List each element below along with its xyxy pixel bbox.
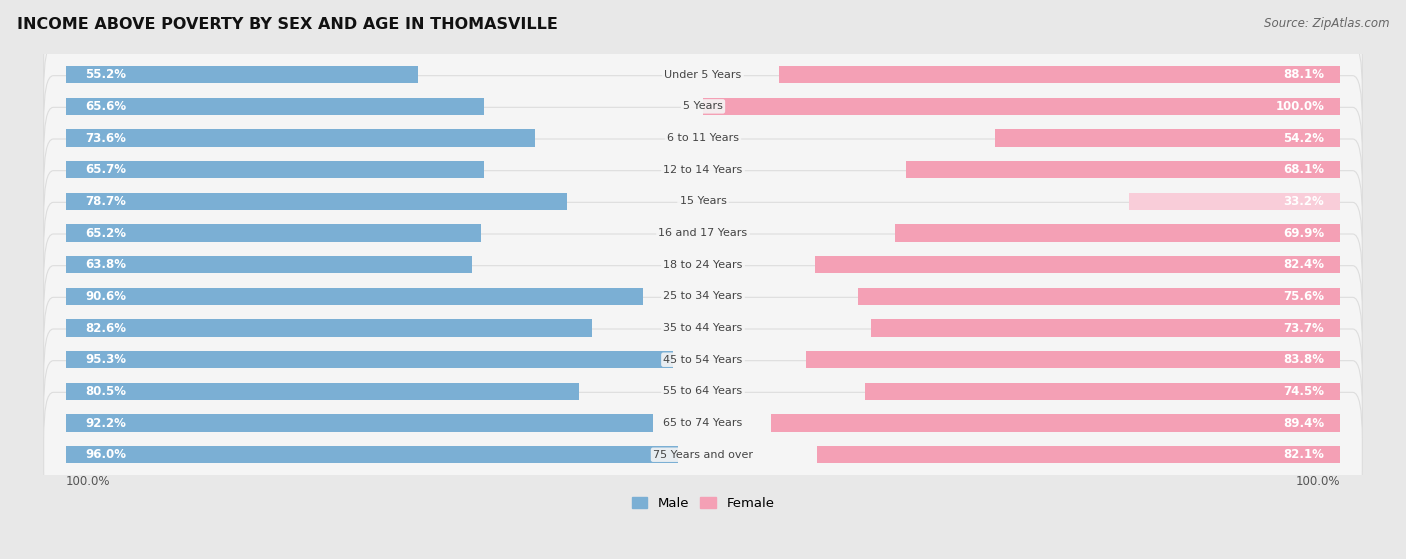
Text: 100.0%: 100.0% xyxy=(66,475,111,487)
Text: 18 to 24 Years: 18 to 24 Years xyxy=(664,260,742,269)
Bar xyxy=(66,129,534,147)
Bar xyxy=(66,98,484,115)
Bar xyxy=(703,98,1340,115)
Text: 15 Years: 15 Years xyxy=(679,196,727,206)
FancyBboxPatch shape xyxy=(44,139,1362,264)
Bar xyxy=(894,224,1340,241)
FancyBboxPatch shape xyxy=(44,12,1362,137)
FancyBboxPatch shape xyxy=(44,361,1362,485)
Bar xyxy=(1129,193,1340,210)
Text: 92.2%: 92.2% xyxy=(86,416,127,429)
Text: 100.0%: 100.0% xyxy=(1295,475,1340,487)
Text: 75.6%: 75.6% xyxy=(1284,290,1324,303)
Text: 12 to 14 Years: 12 to 14 Years xyxy=(664,165,742,175)
Text: 33.2%: 33.2% xyxy=(1284,195,1324,208)
Text: 80.5%: 80.5% xyxy=(86,385,127,398)
Text: 65.7%: 65.7% xyxy=(86,163,127,176)
Text: 55.2%: 55.2% xyxy=(86,68,127,81)
FancyBboxPatch shape xyxy=(44,202,1362,327)
FancyBboxPatch shape xyxy=(44,75,1362,201)
Bar xyxy=(66,161,485,178)
FancyBboxPatch shape xyxy=(44,234,1362,359)
Bar xyxy=(66,224,481,241)
Text: 63.8%: 63.8% xyxy=(86,258,127,271)
FancyBboxPatch shape xyxy=(44,266,1362,390)
Legend: Male, Female: Male, Female xyxy=(626,491,780,515)
Bar xyxy=(806,351,1340,368)
Text: 90.6%: 90.6% xyxy=(86,290,127,303)
Text: 73.7%: 73.7% xyxy=(1284,321,1324,334)
Text: 78.7%: 78.7% xyxy=(86,195,127,208)
Text: INCOME ABOVE POVERTY BY SEX AND AGE IN THOMASVILLE: INCOME ABOVE POVERTY BY SEX AND AGE IN T… xyxy=(17,17,558,32)
Bar xyxy=(859,288,1340,305)
Text: 16 and 17 Years: 16 and 17 Years xyxy=(658,228,748,238)
Bar xyxy=(66,383,579,400)
Bar xyxy=(66,256,472,273)
Bar xyxy=(66,288,643,305)
FancyBboxPatch shape xyxy=(44,44,1362,169)
Text: 75 Years and over: 75 Years and over xyxy=(652,450,754,459)
Bar xyxy=(66,414,654,432)
Text: 82.6%: 82.6% xyxy=(86,321,127,334)
Text: 65 to 74 Years: 65 to 74 Years xyxy=(664,418,742,428)
Text: 69.9%: 69.9% xyxy=(1284,226,1324,240)
Text: 88.1%: 88.1% xyxy=(1284,68,1324,81)
Bar xyxy=(907,161,1340,178)
Bar xyxy=(817,446,1340,463)
Bar xyxy=(770,414,1340,432)
Text: 82.1%: 82.1% xyxy=(1284,448,1324,461)
Text: 55 to 64 Years: 55 to 64 Years xyxy=(664,386,742,396)
FancyBboxPatch shape xyxy=(44,170,1362,296)
Text: 73.6%: 73.6% xyxy=(86,131,127,145)
Bar xyxy=(66,319,592,337)
Text: 82.4%: 82.4% xyxy=(1284,258,1324,271)
Text: 74.5%: 74.5% xyxy=(1284,385,1324,398)
Text: 68.1%: 68.1% xyxy=(1284,163,1324,176)
FancyBboxPatch shape xyxy=(44,329,1362,454)
Text: 65.6%: 65.6% xyxy=(86,100,127,113)
Bar xyxy=(815,256,1340,273)
Text: 96.0%: 96.0% xyxy=(86,448,127,461)
Text: 83.8%: 83.8% xyxy=(1284,353,1324,366)
Text: 65.2%: 65.2% xyxy=(86,226,127,240)
Bar xyxy=(66,193,567,210)
Bar xyxy=(866,383,1340,400)
Text: 25 to 34 Years: 25 to 34 Years xyxy=(664,291,742,301)
Text: 95.3%: 95.3% xyxy=(86,353,127,366)
Bar xyxy=(66,446,678,463)
Bar xyxy=(870,319,1340,337)
Text: 35 to 44 Years: 35 to 44 Years xyxy=(664,323,742,333)
Bar xyxy=(995,129,1340,147)
FancyBboxPatch shape xyxy=(44,297,1362,422)
Text: 6 to 11 Years: 6 to 11 Years xyxy=(666,133,740,143)
Bar xyxy=(779,66,1340,83)
Text: 100.0%: 100.0% xyxy=(1275,100,1324,113)
Bar xyxy=(66,351,673,368)
FancyBboxPatch shape xyxy=(44,392,1362,517)
Text: 89.4%: 89.4% xyxy=(1284,416,1324,429)
FancyBboxPatch shape xyxy=(44,107,1362,232)
Text: 45 to 54 Years: 45 to 54 Years xyxy=(664,355,742,364)
Text: Under 5 Years: Under 5 Years xyxy=(665,70,741,80)
Bar xyxy=(66,66,418,83)
Text: Source: ZipAtlas.com: Source: ZipAtlas.com xyxy=(1264,17,1389,30)
Text: 5 Years: 5 Years xyxy=(683,101,723,111)
Text: 54.2%: 54.2% xyxy=(1284,131,1324,145)
